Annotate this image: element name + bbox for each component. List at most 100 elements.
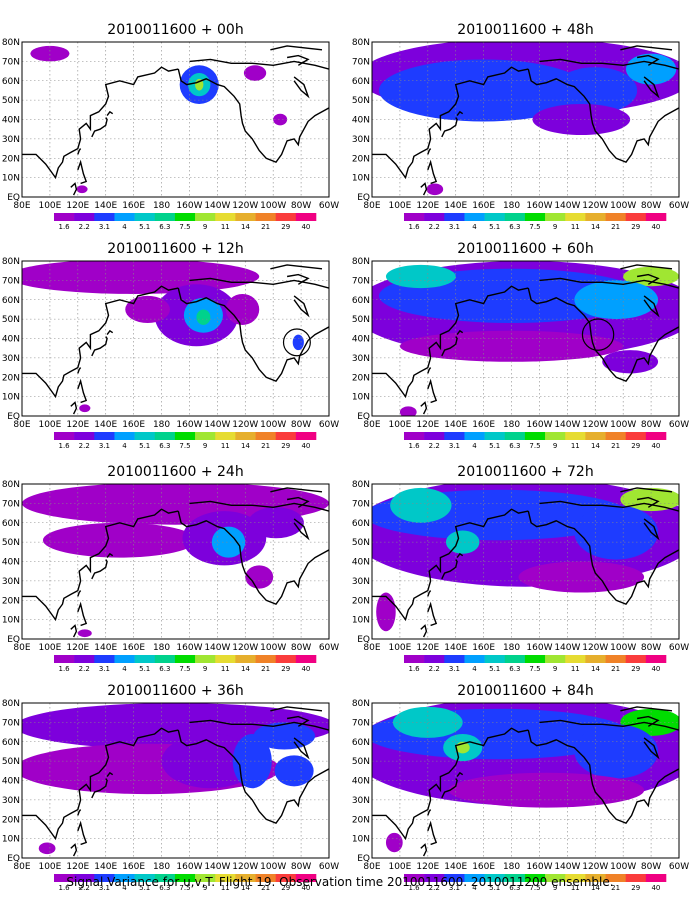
colorbar-label: 11 [571,442,580,450]
colorbar-swatch [275,874,297,882]
x-tick-label: 80E [363,862,380,872]
colorbar-swatch [565,432,586,440]
colorbar-label: 9 [203,223,207,231]
y-tick-label: 70N [352,499,370,509]
variance-blob [38,842,56,855]
variance-blob [448,772,645,808]
coastline [293,737,310,760]
y-tick-label: 10N [2,835,20,845]
x-tick-label: 160E [122,643,145,653]
y-tick-label: 20N [2,596,20,606]
colorbar-label: 3.1 [99,442,110,450]
y-tick-label: 10N [352,616,370,626]
y-tick-label: 80N [2,699,20,709]
x-tick-label: 60W [319,420,339,430]
colorbar-label: 29 [631,884,640,892]
coastline [427,820,438,846]
grid-lines [372,42,679,197]
variance-blob [518,561,645,593]
x-tick-label: 120W [582,643,608,653]
colorbar-label: 6.3 [159,665,170,673]
colorbar-swatch [424,213,445,221]
variance-blob [602,350,659,374]
y-tick-label: 30N [2,577,20,587]
colorbar-swatch [545,874,566,882]
colorbar-label: 2.2 [79,884,90,892]
colorbar-label: 29 [281,665,290,673]
colorbar-swatch [54,655,75,663]
coastline [22,66,179,180]
colorbar-label: 6.3 [159,223,170,231]
colorbar-label: 40 [301,665,310,673]
colorbar-swatch [585,213,606,221]
colorbar-label: 1.6 [59,884,71,892]
y-tick-label: 30N [2,135,20,145]
x-tick-label: 160E [122,862,145,872]
colorbar-swatch [114,874,135,882]
x-tick-label: 120E [66,643,89,653]
y-tick-label: 50N [352,538,370,548]
coastline [441,336,458,357]
colorbar-swatch [484,213,506,221]
coastline [77,809,82,816]
colorbar: 1.6 2.2 3.1 4 5.1 6.3 7.5 9 11 14 21 29 40 [54,432,317,450]
grid-lines [372,703,679,858]
x-tick-label: 140W [554,643,580,653]
y-tick-label: 70N [2,718,20,728]
colorbar-swatch [54,432,75,440]
y-tick-label: 10N [2,174,20,184]
variance-blob [125,295,170,323]
colorbar-swatch [195,213,216,221]
colorbar-swatch [524,213,546,221]
x-tick-label: 120E [416,862,439,872]
y-tick-label: 20N [352,154,370,164]
x-tick-label: 60W [319,643,339,653]
coastline [70,843,78,857]
colorbar-swatch [565,655,586,663]
colorbar-swatch [484,655,506,663]
colorbar-swatch [605,655,626,663]
coastline [270,487,323,493]
colorbar-swatch [424,874,445,882]
x-tick-label: 120W [232,862,258,872]
colorbar-label: 14 [591,884,600,892]
panel-title: 2010011600 + 72h [457,464,593,480]
colorbar-label: 1.6 [59,665,71,673]
colorbar-swatch [444,655,465,663]
plot-frame [371,483,680,640]
coastline [286,715,310,727]
y-tick-label: 40N [2,335,20,345]
colorbar-swatch [54,874,75,882]
colorbar-label: 2.2 [79,442,90,450]
x-tick-label: 60W [319,862,339,872]
x-tick-label: 140E [444,201,467,211]
colorbar-swatch [255,655,276,663]
coastline [22,727,179,841]
colorbar-label: 7.5 [529,884,540,892]
colorbar-label: 14 [591,665,600,673]
colorbar-swatch [235,432,256,440]
x-tick-label: 140E [444,643,467,653]
colorbar-label: 1.6 [409,665,421,673]
y-tick-label: 80N [352,699,370,709]
variance-blob [30,45,70,62]
x-tick-label: 80E [13,420,30,430]
plot-frame [21,260,330,417]
colorbar-swatch [605,874,626,882]
x-tick-label: 80E [363,420,380,430]
y-tick-label: 20N [2,154,20,164]
coastline [420,624,428,638]
coastline [427,148,432,155]
x-tick-label: 140W [554,420,580,430]
colorbar-label: 2.2 [429,884,440,892]
y-tick-label: 50N [352,757,370,767]
colorbar: 1.6 2.2 3.1 4 5.1 6.3 7.5 9 11 14 21 29 40 [404,874,667,892]
x-tick-label: 120W [232,420,258,430]
grid-lines [22,703,329,858]
x-tick-label: 140E [94,420,117,430]
x-tick-label: 140E [444,862,467,872]
colorbar-label: 29 [631,442,640,450]
colorbar-label: 4 [472,884,477,892]
colorbar-swatch [404,655,425,663]
colorbar-swatch [255,213,276,221]
